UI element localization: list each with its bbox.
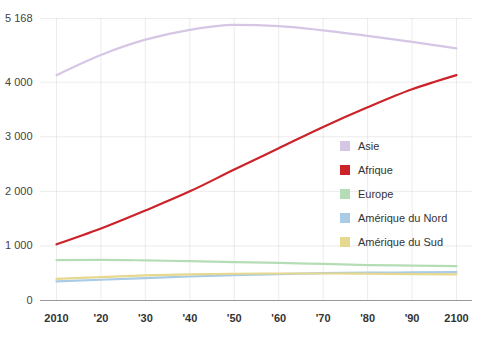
svg-text:1 000: 1 000	[5, 239, 33, 251]
html-text:Afrique: Afrique	[358, 164, 393, 176]
svg-text:'70: '70	[316, 312, 331, 324]
svg-text:'80: '80	[360, 312, 375, 324]
svg-text:2 000: 2 000	[5, 185, 33, 197]
svg-text:4 000: 4 000	[5, 76, 33, 88]
html-text:Europe: Europe	[358, 188, 394, 200]
svg-text:'20: '20	[94, 312, 109, 324]
svg-text:'90: '90	[405, 312, 420, 324]
svg-text:0: 0	[26, 294, 32, 306]
html-text:Amérique du Sud: Amérique du Sud	[358, 236, 443, 248]
svg-text:2100: 2100	[444, 312, 468, 324]
svg-text:5 168: 5 168	[5, 12, 33, 24]
svg-text:'40: '40	[182, 312, 197, 324]
svg-text:'30: '30	[138, 312, 153, 324]
svg-text:2010: 2010	[44, 312, 68, 324]
html-text:Amérique du Nord: Amérique du Nord	[358, 212, 448, 224]
svg-text:'50: '50	[227, 312, 242, 324]
html-text:Asie: Asie	[358, 140, 380, 152]
svg-text:'60: '60	[271, 312, 286, 324]
svg-text:3 000: 3 000	[5, 130, 33, 142]
